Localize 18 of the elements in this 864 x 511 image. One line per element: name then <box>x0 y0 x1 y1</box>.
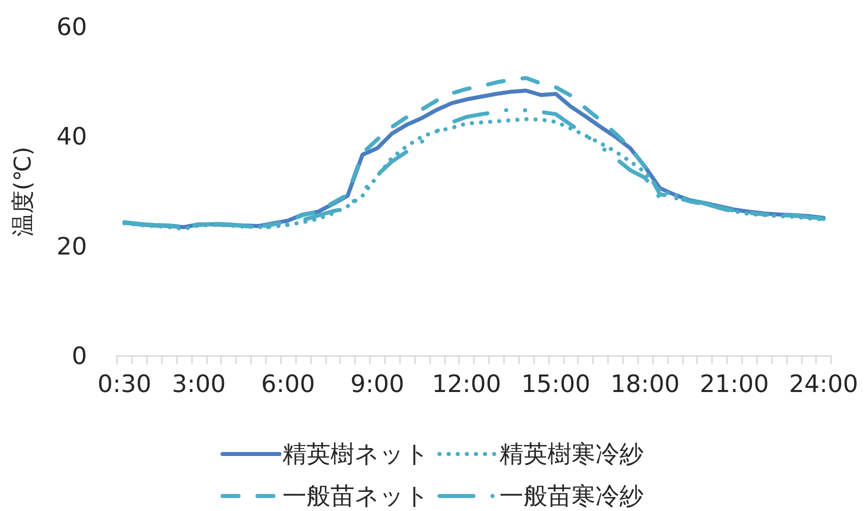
x-tick-label: 15:00 <box>521 370 590 398</box>
y-tick-label: 20 <box>56 232 87 260</box>
x-tick-label: 12:00 <box>432 370 502 398</box>
legend-label: 一般苗ネット <box>282 482 430 510</box>
x-tick-label: 6:00 <box>261 370 316 398</box>
x-tick-label: 24:00 <box>788 370 858 398</box>
x-tick-label: 18:00 <box>610 370 680 398</box>
x-tick-label: 9:00 <box>350 370 404 398</box>
y-tick-label: 60 <box>56 13 87 41</box>
y-axis-title: 温度(℃) <box>10 146 36 236</box>
x-tick-label: 0:30 <box>97 370 152 398</box>
y-tick-label: 40 <box>56 122 87 151</box>
legend-label: 一般苗寒冷紗 <box>500 482 644 510</box>
legend-label: 精英樹寒冷紗 <box>500 440 644 468</box>
x-tick-label: 3:00 <box>172 370 226 398</box>
legend-label: 精英樹ネット <box>282 440 430 468</box>
x-tick-label: 21:00 <box>700 370 769 398</box>
y-tick-label: 0 <box>72 342 87 370</box>
